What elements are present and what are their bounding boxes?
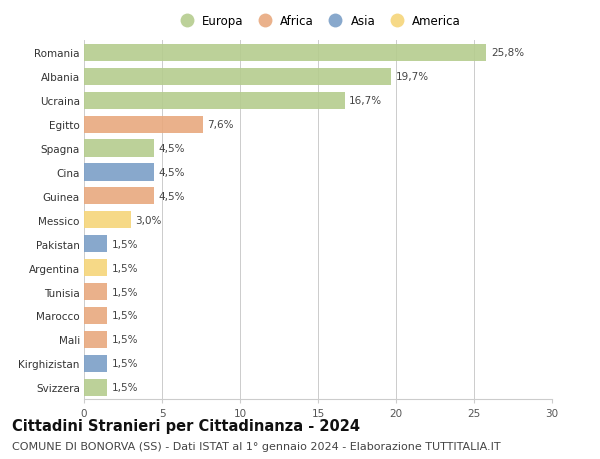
Text: 4,5%: 4,5% xyxy=(159,144,185,154)
Text: 1,5%: 1,5% xyxy=(112,358,139,369)
Bar xyxy=(84,212,131,229)
Text: 1,5%: 1,5% xyxy=(112,263,139,273)
Legend: Europa, Africa, Asia, America: Europa, Africa, Asia, America xyxy=(172,11,464,31)
Text: 7,6%: 7,6% xyxy=(207,120,234,130)
Text: 19,7%: 19,7% xyxy=(396,72,429,82)
Bar xyxy=(84,355,107,372)
Text: 3,0%: 3,0% xyxy=(136,215,162,225)
Bar xyxy=(84,283,107,301)
Bar xyxy=(84,140,154,157)
Bar xyxy=(84,116,203,134)
Text: 1,5%: 1,5% xyxy=(112,287,139,297)
Text: 25,8%: 25,8% xyxy=(491,48,524,58)
Text: 1,5%: 1,5% xyxy=(112,239,139,249)
Text: 1,5%: 1,5% xyxy=(112,335,139,345)
Bar xyxy=(84,235,107,253)
Bar xyxy=(84,188,154,205)
Bar xyxy=(84,379,107,396)
Bar xyxy=(84,45,487,62)
Text: 1,5%: 1,5% xyxy=(112,382,139,392)
Bar xyxy=(84,259,107,277)
Text: Cittadini Stranieri per Cittadinanza - 2024: Cittadini Stranieri per Cittadinanza - 2… xyxy=(12,418,360,433)
Bar xyxy=(84,307,107,325)
Text: COMUNE DI BONORVA (SS) - Dati ISTAT al 1° gennaio 2024 - Elaborazione TUTTITALIA: COMUNE DI BONORVA (SS) - Dati ISTAT al 1… xyxy=(12,441,500,451)
Bar xyxy=(84,164,154,181)
Bar xyxy=(84,331,107,348)
Text: 4,5%: 4,5% xyxy=(159,168,185,178)
Text: 16,7%: 16,7% xyxy=(349,96,382,106)
Text: 4,5%: 4,5% xyxy=(159,191,185,202)
Text: 1,5%: 1,5% xyxy=(112,311,139,321)
Bar xyxy=(84,68,391,86)
Bar xyxy=(84,92,344,110)
